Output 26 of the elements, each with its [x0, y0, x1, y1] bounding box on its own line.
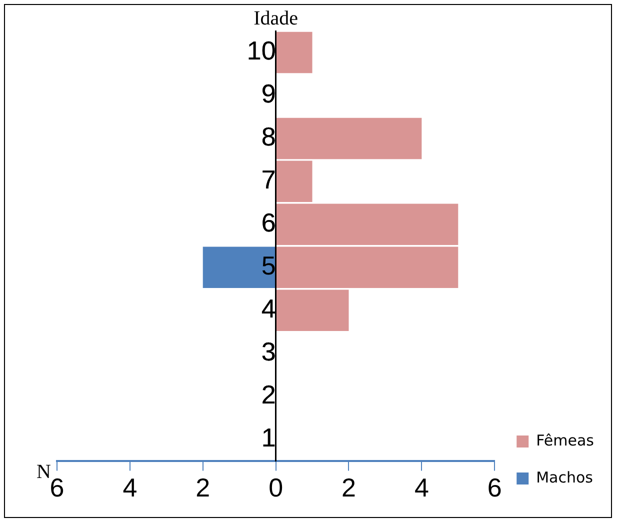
y-tick-label: 9: [261, 78, 276, 109]
x-tick-label: 2: [342, 472, 356, 503]
bar: [276, 32, 312, 74]
x-tick-label: 4: [122, 472, 138, 503]
y-axis-title: Idade: [254, 7, 298, 30]
bar: [276, 204, 458, 246]
x-tick-label: 6: [50, 472, 64, 503]
y-tick-label: 4: [261, 294, 276, 324]
y-tick-label: 5: [261, 250, 276, 281]
x-tick-label: 6: [487, 472, 502, 503]
bar: [276, 160, 312, 202]
legend-label: Fêmeas: [536, 431, 594, 450]
x-tick-label: 2: [196, 472, 210, 503]
y-tick-label: 6: [261, 208, 276, 238]
legend-label: Machos: [536, 468, 594, 486]
y-tick-label: 2: [261, 380, 276, 410]
y-tick-label: 8: [261, 122, 276, 152]
x-axis-title: N: [36, 461, 51, 484]
x-tick-label: 0: [268, 472, 284, 503]
x-tick-label: 4: [414, 472, 429, 503]
bar: [202, 246, 276, 288]
y-tick-label: 3: [261, 336, 276, 367]
bar: [276, 118, 422, 160]
y-tick-label: 1: [261, 422, 276, 452]
y-tick-label: 10: [246, 36, 276, 66]
y-tick-label: 7: [261, 164, 276, 195]
